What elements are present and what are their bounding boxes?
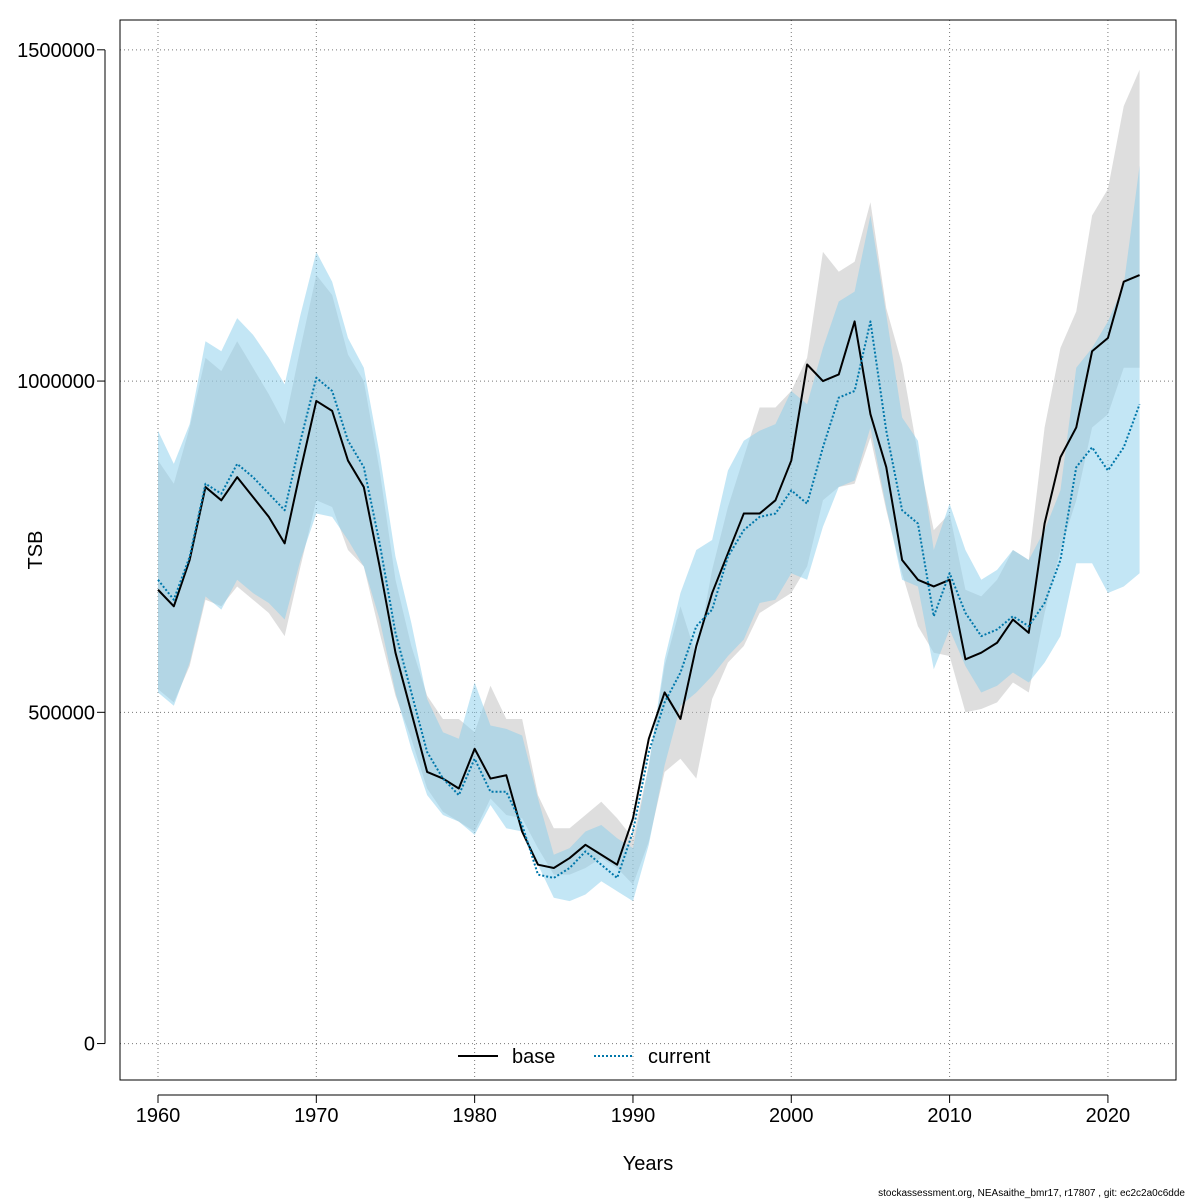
y-tick-label-500000: 500000 [28, 702, 95, 724]
y-tick-label-1000000: 1000000 [17, 371, 95, 393]
plot-frame [119, 19, 1177, 1081]
series-line-base [157, 274, 1140, 869]
confidence-band-current [158, 165, 1140, 902]
x-axis: 1960 1970 1980 1990 2000 2010 2020 [136, 1094, 1131, 1127]
series-lines [157, 274, 1141, 879]
y-tick-label-1500000: 1500000 [17, 40, 95, 62]
y-axis-title: TSB [25, 531, 47, 570]
series-line-current [157, 320, 1141, 879]
x-axis-title: Years [623, 1153, 673, 1175]
x-tick-label-2000: 2000 [769, 1105, 814, 1127]
y-tick-label-0: 0 [84, 1034, 95, 1056]
y-axis: 0 500000 1000000 1500000 [17, 40, 106, 1056]
legend: base current [458, 1046, 711, 1068]
x-tick-label-1970: 1970 [294, 1105, 339, 1127]
legend-label-base: base [512, 1046, 555, 1068]
x-tick-label-2010: 2010 [927, 1105, 972, 1127]
x-tick-label-1980: 1980 [452, 1105, 497, 1127]
legend-label-current: current [648, 1046, 711, 1068]
x-tick-label-1960: 1960 [136, 1105, 181, 1127]
footer-note: stockassessment.org, NEAsaithe_bmr17, r1… [878, 1188, 1185, 1199]
x-tick-label-2020: 2020 [1086, 1105, 1131, 1127]
x-tick-label-1990: 1990 [611, 1105, 656, 1127]
